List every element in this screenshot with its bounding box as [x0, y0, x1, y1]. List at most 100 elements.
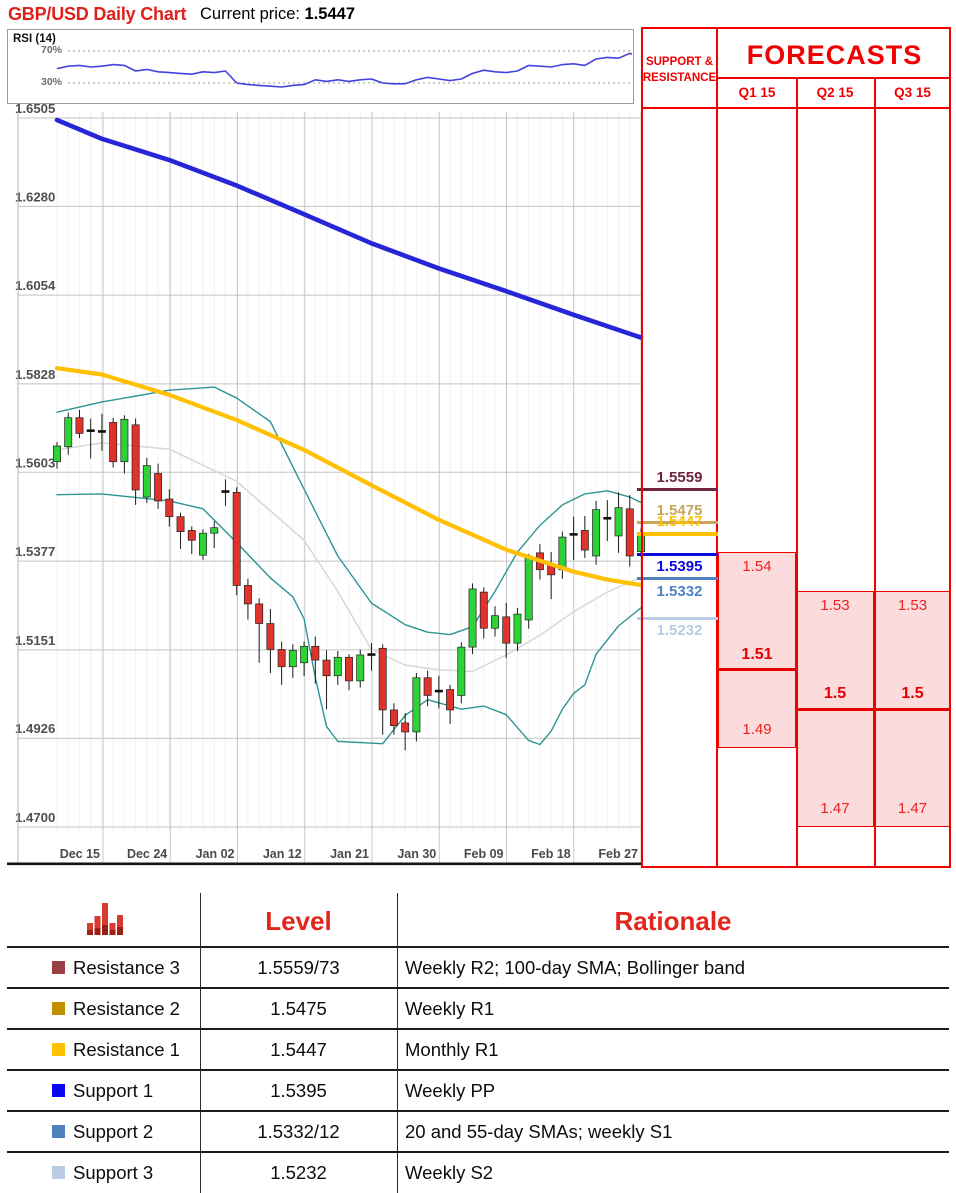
- x-axis-label: Feb 18: [531, 847, 571, 861]
- page-title: GBP/USD Daily Chart: [8, 4, 187, 24]
- x-axis-label: Feb 27: [598, 847, 638, 861]
- candle: [446, 689, 455, 711]
- sma200-line: [54, 117, 644, 340]
- table-divider: [7, 1069, 949, 1071]
- candle: [423, 677, 432, 696]
- forecast-value: 1.47: [897, 800, 928, 817]
- level-swatch: [52, 1166, 65, 1179]
- candle: [187, 530, 196, 541]
- y-axis-label: 1.6505: [15, 101, 55, 116]
- candle: [232, 491, 241, 586]
- candle: [199, 532, 207, 556]
- sr-level-line: [637, 531, 718, 536]
- candle: [356, 654, 365, 682]
- level-value: 1.5332/12: [257, 1121, 340, 1142]
- candle: [288, 649, 297, 668]
- forecast-value: 1.5: [823, 685, 847, 703]
- quarter-header: Q3 15: [894, 84, 931, 100]
- y-axis-label: 1.6280: [15, 189, 55, 204]
- level-value: 1.5475: [270, 998, 327, 1019]
- level-value: 1.5559/73: [257, 957, 340, 978]
- panel-divider: [716, 77, 951, 79]
- level-swatch: [52, 1002, 65, 1015]
- sr-level-value: 1.5232: [656, 622, 703, 640]
- sr-level-line: [637, 577, 718, 581]
- support-resistance-header: SUPPORT & RESISTANCE: [642, 56, 717, 84]
- candle: [277, 649, 286, 668]
- candle: [558, 536, 567, 571]
- table-divider: [7, 1028, 949, 1030]
- candle: [468, 588, 477, 648]
- candle: [243, 585, 252, 605]
- level-swatch: [52, 1125, 65, 1138]
- candle: [165, 498, 174, 518]
- candle: [502, 616, 511, 644]
- table-divider: [397, 893, 398, 1193]
- candle: [53, 445, 61, 463]
- candle-doji: [367, 653, 376, 656]
- rsi-line: [56, 52, 632, 88]
- x-axis-label: Dec 24: [127, 847, 167, 861]
- y-axis-label: 1.6054: [15, 278, 56, 293]
- candle: [513, 613, 522, 644]
- table-divider: [200, 893, 201, 1193]
- y-axis-label: 1.4926: [15, 721, 55, 736]
- candle: [300, 645, 309, 664]
- quarter-header: Q2 15: [816, 84, 854, 100]
- level-value: 1.5395: [270, 1080, 327, 1101]
- table-divider: [7, 1151, 949, 1153]
- y-axis-label: 1.5828: [15, 367, 55, 382]
- table-header-level: Level: [265, 905, 332, 936]
- table-divider: [7, 946, 949, 948]
- candle-doji: [221, 490, 230, 493]
- x-axis-label: Jan 02: [196, 847, 235, 861]
- candle: [378, 647, 387, 711]
- level-rationale: Weekly S2: [405, 1162, 494, 1183]
- y-axis-label: 1.4700: [15, 810, 55, 825]
- sr-level-value: 1.5559: [656, 468, 703, 486]
- candle: [614, 507, 623, 537]
- candle: [176, 516, 185, 532]
- candle: [311, 645, 320, 661]
- level-rationale: Weekly R1: [405, 998, 495, 1019]
- quarter-header: Q1 15: [738, 84, 776, 100]
- level-rationale: 20 and 55-day SMAs; weekly S1: [405, 1121, 673, 1142]
- table-divider: [7, 1110, 949, 1112]
- panel-divider: [796, 77, 798, 868]
- y-axis-label: 1.5603: [15, 455, 55, 470]
- candle: [333, 656, 342, 677]
- panel-divider: [716, 27, 718, 868]
- forecast-value: 1.53: [820, 597, 850, 615]
- x-axis-label: Jan 12: [263, 847, 302, 861]
- sr-level-line: [637, 488, 718, 492]
- forecast-value: 1.5: [901, 685, 924, 703]
- candle: [580, 530, 589, 551]
- forecast-panel: 1.54 1.51 1.49 1.53 1.5 1.47 1.53 1.5 1.47 FOREC…: [637, 27, 951, 868]
- bar-chart-icon: [87, 903, 123, 935]
- forecasts-title: FORECASTS: [746, 39, 923, 70]
- candle: [345, 656, 353, 682]
- forecast-value: 1.49: [742, 721, 772, 739]
- current-price: Current price: 1.5447: [200, 5, 355, 24]
- candle: [524, 557, 533, 621]
- sma20-line: [56, 442, 642, 673]
- forecast-value: 1.54: [742, 558, 772, 576]
- candle: [625, 508, 634, 557]
- rsi-panel: [7, 29, 634, 104]
- sma55-line: [54, 366, 644, 588]
- panel-divider: [641, 107, 951, 109]
- forecast-value: 1.53: [897, 597, 928, 615]
- candle: [154, 473, 163, 502]
- sr-level-line: [637, 616, 718, 620]
- table-header-rationale: Rationale: [614, 905, 732, 936]
- candle: [266, 623, 275, 650]
- candle: [389, 709, 398, 727]
- level-value: 1.5447: [270, 1039, 327, 1060]
- rsi-label: RSI (14): [13, 33, 56, 45]
- sr-level-line: [637, 521, 718, 525]
- current-price-value: 1.5447: [304, 5, 356, 23]
- candle-doji: [434, 689, 443, 693]
- level-name: Resistance 3: [73, 957, 180, 978]
- panel-divider: [874, 77, 876, 868]
- forecast-mid-line: [796, 707, 874, 711]
